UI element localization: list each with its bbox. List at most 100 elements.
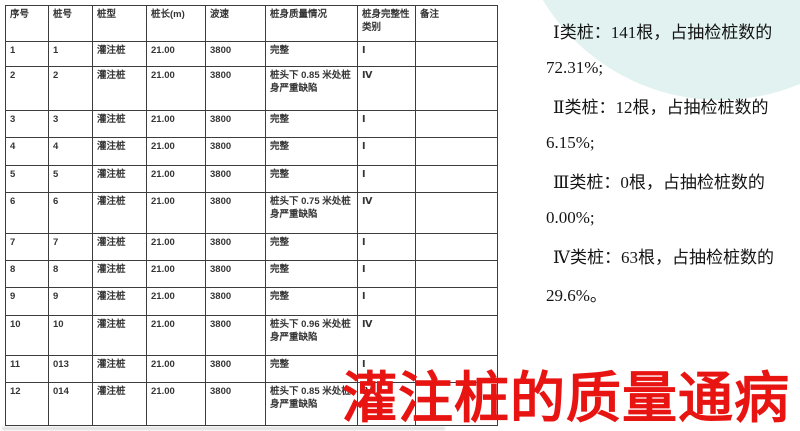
table-cell: 21.00 xyxy=(146,165,206,193)
table-cell xyxy=(415,315,498,356)
table-cell: 灌注桩 xyxy=(92,315,147,356)
table-cell: 灌注桩 xyxy=(92,287,147,316)
table-header-row: 序号 桩号 桩型 桩长(m) 波速 桩身质量情况 桩身完整性类别 备注 xyxy=(5,5,498,42)
table-cell xyxy=(415,192,498,234)
table-cell: 5 xyxy=(48,165,93,193)
summary-line: Ⅳ类桩：63根，占抽检桩数的 xyxy=(553,248,774,268)
table-cell: Ⅰ xyxy=(357,355,416,383)
table-cell: Ⅰ xyxy=(357,260,416,288)
table-cell: Ⅰ xyxy=(357,233,416,261)
table-cell: 完整 xyxy=(265,233,358,261)
table-row: 2 2 灌注桩 21.00 3800 桩头下 0.85 米处桩身严重缺陷 Ⅳ xyxy=(5,66,498,111)
table-cell xyxy=(415,233,498,261)
table-row: 12 014 灌注桩 21.00 3800 桩头下 0.85 米处桩身严重缺陷 Ⅳ xyxy=(5,382,498,426)
table-cell: 9 xyxy=(5,287,49,316)
header-cell: 序号 xyxy=(5,5,49,42)
table-row: 8 8 灌注桩 21.00 3800 完整 Ⅰ xyxy=(5,260,498,288)
table-cell: 灌注桩 xyxy=(92,66,147,111)
table-cell: Ⅳ xyxy=(357,382,416,426)
table-cell: 2 xyxy=(5,66,49,111)
summary-line: Ⅱ类桩：12根，占抽检桩数的 xyxy=(553,98,769,118)
table-cell: 21.00 xyxy=(146,137,206,166)
table-cell: 灌注桩 xyxy=(92,260,147,288)
table-cell: 桩头下 0.85 米处桩身严重缺陷 xyxy=(265,66,358,111)
table-cell xyxy=(415,137,498,166)
summary-text-block: Ⅰ类桩：141根，占抽检桩数的 72.31%; Ⅱ类桩：12根，占抽检桩数的 6.15… xyxy=(546,12,798,312)
table-shadow xyxy=(2,427,445,430)
table-cell: 灌注桩 xyxy=(92,110,147,138)
table-cell: 3 xyxy=(48,110,93,138)
table-cell: 7 xyxy=(5,233,49,261)
table-cell xyxy=(415,66,498,111)
table-cell: 桩头下 0.75 米处桩身严重缺陷 xyxy=(265,192,358,234)
table-cell: 3800 xyxy=(205,66,266,111)
pile-inspection-table: 序号 桩号 桩型 桩长(m) 波速 桩身质量情况 桩身完整性类别 备注 1 1 灌注桩 21.00 3… xyxy=(5,5,498,426)
table-cell: 3800 xyxy=(205,137,266,166)
table-cell: 完整 xyxy=(265,41,358,67)
table-cell xyxy=(415,41,498,67)
table-row: 11 013 灌注桩 21.00 3800 完整 Ⅰ xyxy=(5,355,498,383)
table-cell: 12 xyxy=(5,382,49,426)
table-cell: 4 xyxy=(5,137,49,166)
table-cell: 3 xyxy=(5,110,49,138)
summary-line: 0.00%; xyxy=(546,208,595,228)
header-cell: 桩号 xyxy=(48,5,93,42)
table-cell: 3800 xyxy=(205,192,266,234)
table-cell: 2 xyxy=(48,66,93,111)
table-cell: 21.00 xyxy=(146,382,206,426)
table-cell: Ⅳ xyxy=(357,192,416,234)
table-row: 4 4 灌注桩 21.00 3800 完整 Ⅰ xyxy=(5,137,498,166)
table-cell: 21.00 xyxy=(146,110,206,138)
table-cell: 11 xyxy=(5,355,49,383)
header-cell: 波速 xyxy=(205,5,266,42)
header-cell: 桩型 xyxy=(92,5,147,42)
table-cell: 8 xyxy=(48,260,93,288)
table-cell: 8 xyxy=(5,260,49,288)
table-cell: 9 xyxy=(48,287,93,316)
table-cell: Ⅳ xyxy=(357,66,416,111)
table-cell: 3800 xyxy=(205,260,266,288)
table-cell: 1 xyxy=(5,41,49,67)
table-cell: 014 xyxy=(48,382,93,426)
table-cell: 3800 xyxy=(205,233,266,261)
table-cell: 完整 xyxy=(265,110,358,138)
summary-line: 29.6%。 xyxy=(546,285,607,305)
table-row: 10 10 灌注桩 21.00 3800 桩头下 0.96 米处桩身严重缺陷 Ⅳ xyxy=(5,315,498,356)
table-cell: 3800 xyxy=(205,355,266,383)
summary-line: Ⅲ类桩：0根，占抽检桩数的 xyxy=(553,173,765,193)
table-cell xyxy=(415,382,498,426)
table-cell: Ⅳ xyxy=(357,315,416,356)
summary-line: 72.31%; xyxy=(546,58,604,78)
table-cell: 完整 xyxy=(265,287,358,316)
table-cell xyxy=(415,110,498,138)
table-cell: 5 xyxy=(5,165,49,193)
summary-line: 6.15%; xyxy=(546,133,595,153)
table-cell: 灌注桩 xyxy=(92,165,147,193)
table-cell: 21.00 xyxy=(146,192,206,234)
table-cell: 21.00 xyxy=(146,66,206,111)
table-cell: 21.00 xyxy=(146,287,206,316)
table-cell xyxy=(415,260,498,288)
table-cell: Ⅰ xyxy=(357,41,416,67)
table-cell: 21.00 xyxy=(146,233,206,261)
table-cell: 4 xyxy=(48,137,93,166)
table-cell: 3800 xyxy=(205,165,266,193)
table-row: 5 5 灌注桩 21.00 3800 完整 Ⅰ xyxy=(5,165,498,193)
summary-line: Ⅰ类桩：141根，占抽检桩数的 xyxy=(553,23,773,43)
table-cell: 完整 xyxy=(265,137,358,166)
table-cell: 桩头下 0.96 米处桩身严重缺陷 xyxy=(265,315,358,356)
header-cell: 桩身质量情况 xyxy=(265,5,358,42)
table-cell xyxy=(415,287,498,316)
table-row: 1 1 灌注桩 21.00 3800 完整 Ⅰ xyxy=(5,41,498,67)
table-cell: 013 xyxy=(48,355,93,383)
table-cell: 桩头下 0.85 米处桩身严重缺陷 xyxy=(265,382,358,426)
table-cell: 21.00 xyxy=(146,355,206,383)
table-cell: 灌注桩 xyxy=(92,192,147,234)
slide-title: 灌注桩的质量通病 xyxy=(342,368,791,429)
table-cell: 3800 xyxy=(205,110,266,138)
table-cell: Ⅰ xyxy=(357,287,416,316)
table-cell: 21.00 xyxy=(146,315,206,356)
table-cell: Ⅰ xyxy=(357,110,416,138)
table-cell: 3800 xyxy=(205,287,266,316)
